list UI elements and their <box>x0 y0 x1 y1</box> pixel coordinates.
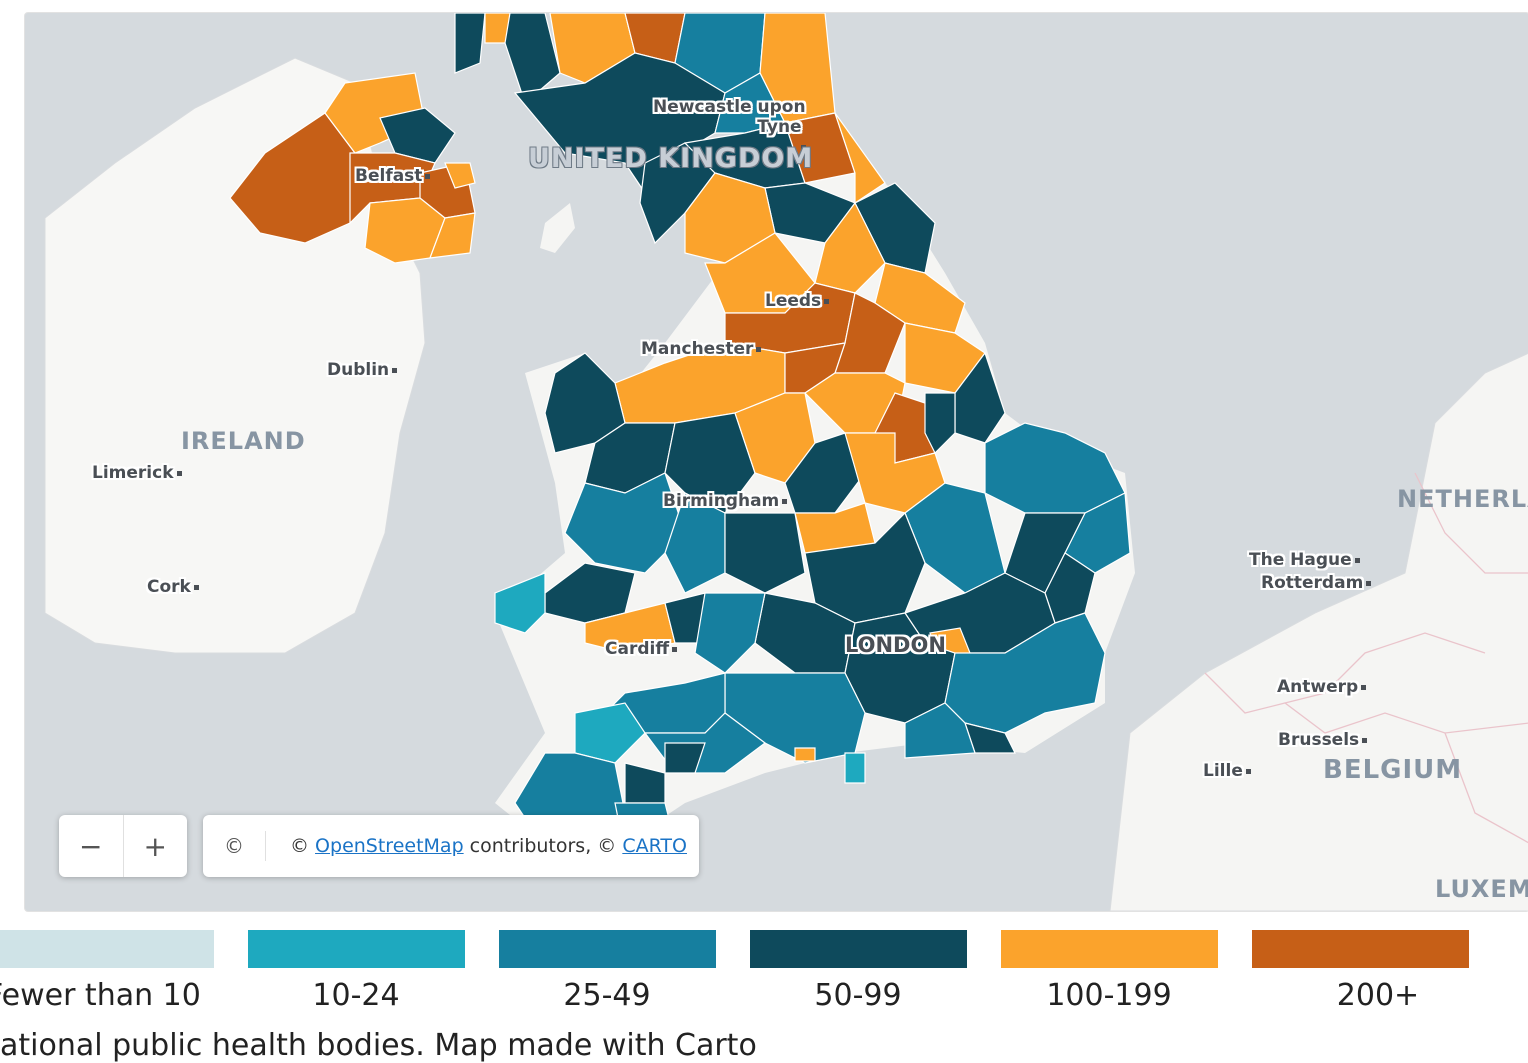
place-london: LONDON <box>845 633 946 657</box>
place-manchester: Manchester <box>641 339 761 359</box>
attribution-toggle-icon[interactable]: © <box>203 831 266 861</box>
place-lille: Lille <box>1203 761 1251 781</box>
zoom-divider <box>122 815 124 877</box>
place-newcastle: Newcastle upon Tyne <box>653 97 806 157</box>
zoom-controls: − + <box>59 815 187 877</box>
legend-swatch-200-plus <box>1252 930 1469 968</box>
place-leeds: Leeds <box>765 291 829 311</box>
place-limerick: Limerick <box>92 463 182 483</box>
country-belgium: BELGIUM <box>1323 755 1463 785</box>
place-cardiff: Cardiff <box>605 639 677 659</box>
openstreetmap-link[interactable]: OpenStreetMap <box>315 835 464 857</box>
place-brussels: Brussels <box>1278 730 1367 750</box>
legend-label-fewer-than-10: Fewer than 10 <box>0 978 201 1013</box>
country-luxembourg: LUXEM <box>1435 875 1528 903</box>
place-rotterdam: Rotterdam <box>1261 573 1371 593</box>
place-belfast: Belfast <box>355 166 430 186</box>
zoom-out-button[interactable]: − <box>79 829 103 863</box>
place-cork: Cork <box>147 577 199 597</box>
attribution-text: © OpenStreetMap contributors, © CARTO <box>266 835 687 857</box>
map-canvas[interactable] <box>25 13 1528 911</box>
country-ireland: IRELAND <box>181 427 306 455</box>
place-the-hague: The Hague <box>1249 550 1360 570</box>
legend-label-100-199: 100-199 <box>1046 978 1172 1013</box>
legend-swatch-fewer-than-10 <box>0 930 214 968</box>
legend-swatch-50-99 <box>750 930 967 968</box>
carto-link[interactable]: CARTO <box>622 835 687 857</box>
attribution-panel: © © OpenStreetMap contributors, © CARTO <box>203 815 699 877</box>
continent-land <box>1109 352 1528 911</box>
country-netherlands: NETHERLA <box>1397 485 1528 513</box>
legend-swatch-100-199 <box>1001 930 1218 968</box>
legend-label-200-plus: 200+ <box>1336 978 1420 1013</box>
zoom-in-button[interactable]: + <box>143 829 167 863</box>
place-newcastle-line2: Tyne <box>757 117 802 137</box>
source-note: ational public health bodies. Map made w… <box>0 1028 757 1063</box>
country-united-kingdom: UNITED KINGDOM <box>528 143 814 174</box>
place-antwerp: Antwerp <box>1277 677 1366 697</box>
scotland-regions <box>454 13 836 195</box>
attribution-prefix: © <box>290 835 316 857</box>
legend-swatch-10-24 <box>248 930 465 968</box>
legend-label-50-99: 50-99 <box>814 978 902 1013</box>
map-view[interactable]: Newcastle upon Tyne UNITED KINGDOM Belfa… <box>24 12 1528 912</box>
legend-label-10-24: 10-24 <box>312 978 400 1013</box>
attribution-middle: contributors, © <box>463 835 623 857</box>
england-wales-regions <box>494 112 1131 854</box>
place-dublin: Dublin <box>327 360 397 380</box>
place-birmingham: Birmingham <box>663 491 787 511</box>
isle-of-man <box>540 203 575 253</box>
legend-label-25-49: 25-49 <box>563 978 651 1013</box>
place-newcastle-line1: Newcastle upon <box>653 97 806 117</box>
legend-swatch-25-49 <box>499 930 716 968</box>
